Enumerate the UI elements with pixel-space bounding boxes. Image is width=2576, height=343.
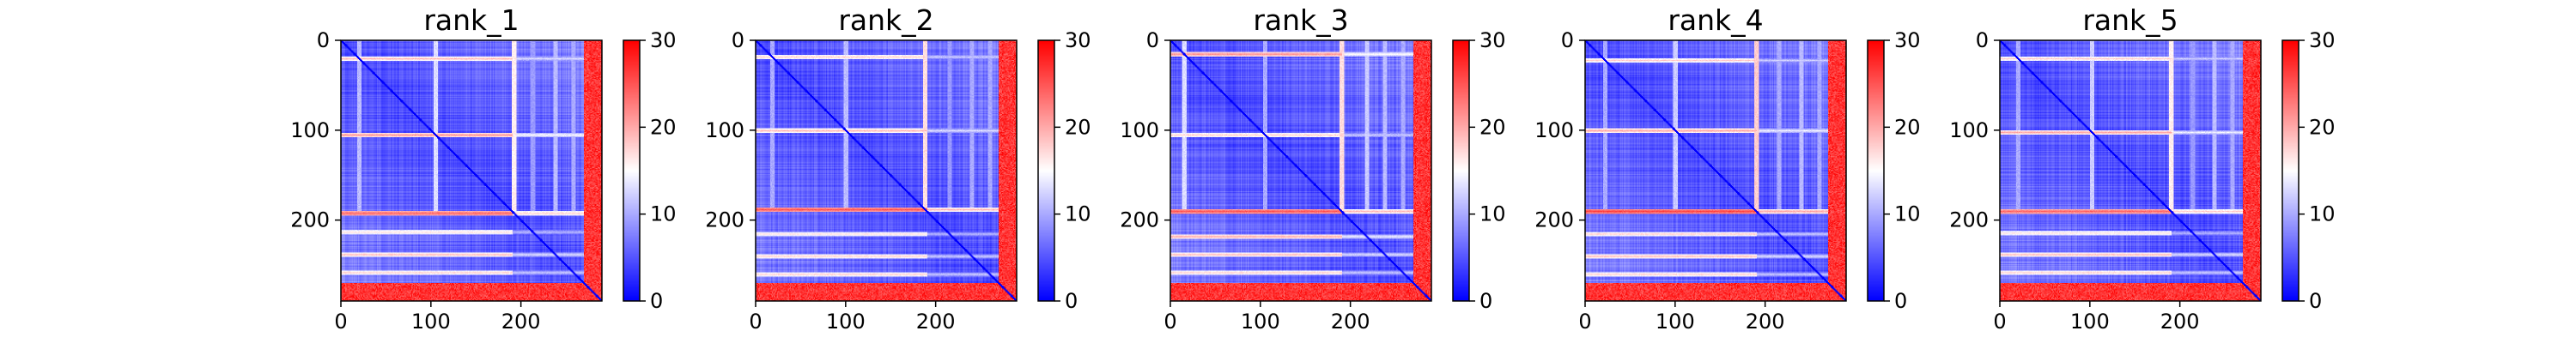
axes-frame (340, 39, 603, 302)
colorbar-tick-label: 10 (1065, 202, 1091, 226)
colorbar-tick-label: 10 (1894, 202, 1921, 226)
panel-title: rank_2 (838, 3, 933, 37)
colorbar-tick-label: 20 (1894, 115, 1921, 139)
x-tick-label: 0 (1163, 310, 1176, 334)
colorbar-tick-label: 0 (2309, 289, 2322, 313)
heatmap-panel: rank_4 0 100 200 0 100 200 0 10 20 30 (1534, 3, 1920, 334)
colorbar-tick-label: 10 (650, 202, 677, 226)
y-tick-label: 200 (705, 208, 744, 232)
colorbar-tick-label: 0 (1065, 289, 1078, 313)
heatmap-panel: rank_2 0 100 200 0 100 200 0 10 20 30 (705, 3, 1091, 334)
x-tick-label: 100 (411, 310, 451, 334)
colorbar (2282, 40, 2299, 301)
y-tick-label: 0 (1561, 28, 1574, 52)
colorbar-frame (1037, 39, 1055, 302)
y-tick-label: 0 (732, 28, 744, 52)
y-tick-label: 100 (290, 118, 330, 142)
heatmap-image (341, 40, 602, 301)
y-tick-label: 100 (705, 118, 744, 142)
y-tick-label: 200 (1120, 208, 1159, 232)
y-tick-label: 100 (1120, 118, 1159, 142)
y-tick-label: 0 (317, 28, 330, 52)
colorbar-tick-label: 20 (650, 115, 677, 139)
heatmap-panel: rank_3 0 100 200 0 100 200 0 10 20 30 (1120, 3, 1505, 334)
x-tick-label: 100 (1241, 310, 1280, 334)
colorbar-tick-label: 10 (1479, 202, 1506, 226)
x-tick-label: 100 (1656, 310, 1695, 334)
colorbar-tick-label: 10 (2309, 202, 2336, 226)
heatmap-image (1585, 40, 1846, 301)
heatmap-panel: rank_5 0 100 200 0 100 200 0 10 20 30 (1949, 3, 2335, 334)
colorbar-tick-label: 30 (1479, 28, 1506, 52)
x-tick-label: 200 (2160, 310, 2200, 334)
axes-frame (755, 39, 1018, 302)
heatmap-panel: rank_1 0 100 200 0 100 200 0 10 20 30 (290, 3, 676, 334)
y-tick-label: 100 (1534, 118, 1574, 142)
x-tick-label: 0 (334, 310, 347, 334)
x-tick-label: 0 (1993, 310, 2006, 334)
colorbar-frame (623, 39, 641, 302)
x-tick-label: 200 (1746, 310, 1785, 334)
x-tick-label: 100 (826, 310, 866, 334)
colorbar-tick-label: 20 (2309, 115, 2336, 139)
axes-frame (1584, 39, 1847, 302)
colorbar-frame (2281, 39, 2300, 302)
heatmap-image (756, 40, 1017, 301)
colorbar-tick-label: 20 (1479, 115, 1506, 139)
y-tick-label: 200 (290, 208, 330, 232)
x-tick-label: 0 (1578, 310, 1591, 334)
colorbar (1453, 40, 1469, 301)
colorbar (1038, 40, 1054, 301)
y-tick-label: 200 (1949, 208, 1989, 232)
y-tick-label: 200 (1534, 208, 1574, 232)
colorbar-frame (1867, 39, 1885, 302)
colorbar (1868, 40, 1884, 301)
x-tick-label: 200 (916, 310, 956, 334)
panel-title: rank_4 (1668, 3, 1763, 37)
axes-frame (1170, 39, 1432, 302)
colorbar (623, 40, 640, 301)
colorbar-tick-label: 30 (1894, 28, 1921, 52)
x-tick-label: 0 (749, 310, 762, 334)
panel-title: rank_1 (423, 3, 519, 37)
axes-frame (1999, 39, 2262, 302)
heatmap-image (2000, 40, 2261, 301)
x-tick-label: 200 (1331, 310, 1370, 334)
y-tick-label: 0 (1976, 28, 1989, 52)
colorbar-tick-label: 0 (1894, 289, 1907, 313)
x-tick-label: 100 (2070, 310, 2110, 334)
colorbar-tick-label: 0 (1479, 289, 1492, 313)
x-tick-label: 200 (501, 310, 541, 334)
colorbar-tick-label: 20 (1065, 115, 1091, 139)
heatmap-image (1170, 40, 1431, 301)
colorbar-tick-label: 0 (650, 289, 663, 313)
panel-title: rank_5 (2082, 3, 2178, 37)
panel-title: rank_3 (1253, 3, 1348, 37)
colorbar-tick-label: 30 (2309, 28, 2336, 52)
colorbar-tick-label: 30 (1065, 28, 1091, 52)
colorbar-frame (1452, 39, 1470, 302)
y-tick-label: 100 (1949, 118, 1989, 142)
colorbar-tick-label: 30 (650, 28, 677, 52)
y-tick-label: 0 (1146, 28, 1159, 52)
